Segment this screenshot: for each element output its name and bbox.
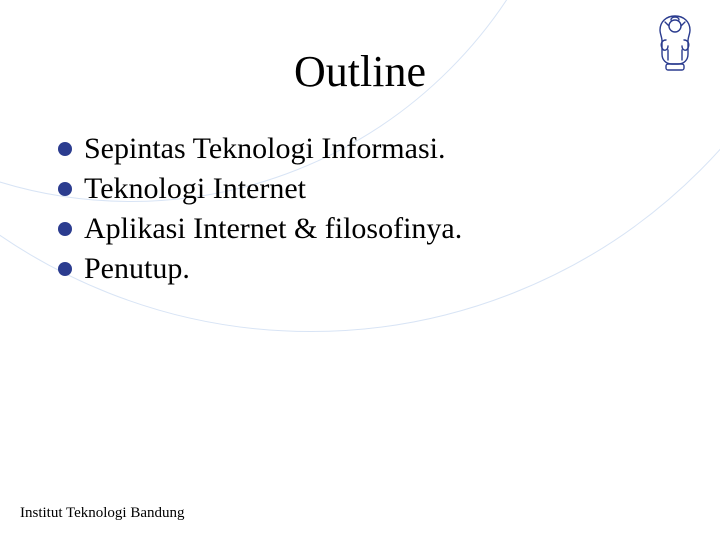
list-item: Aplikasi Internet & filosofinya. [58,212,462,246]
bullet-text: Teknologi Internet [84,172,306,206]
slide: Outline Sepintas Teknologi Informasi. Te… [0,0,720,540]
bullet-icon [58,182,72,196]
list-item: Teknologi Internet [58,172,462,206]
bullet-text: Penutup. [84,252,190,286]
slide-title: Outline [0,46,720,97]
bullet-icon [58,262,72,276]
bullet-icon [58,142,72,156]
bullet-list: Sepintas Teknologi Informasi. Teknologi … [58,132,462,292]
list-item: Sepintas Teknologi Informasi. [58,132,462,166]
bullet-icon [58,222,72,236]
footer-text: Institut Teknologi Bandung [20,505,185,522]
bullet-text: Aplikasi Internet & filosofinya. [84,212,462,246]
bullet-text: Sepintas Teknologi Informasi. [84,132,445,166]
list-item: Penutup. [58,252,462,286]
